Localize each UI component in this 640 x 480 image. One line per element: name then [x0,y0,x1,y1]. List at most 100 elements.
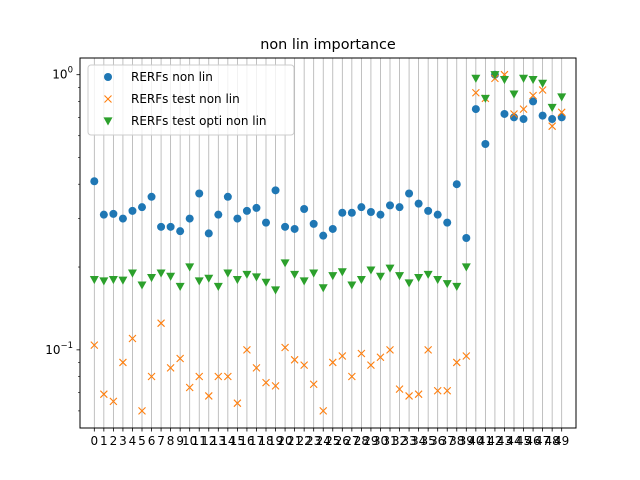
test-opti-non-lin-point [328,272,338,281]
x-tick-label: 16 [239,434,254,448]
test-opti-non-lin-point [271,286,281,295]
test-opti-non-lin-point [280,259,290,268]
test-opti-non-lin-point [442,280,452,289]
test-opti-non-lin-point [414,274,424,283]
test-opti-non-lin-point [461,263,471,272]
test-opti-non-lin-point [490,71,500,80]
test-opti-non-lin-point [366,266,376,275]
test-non-lin-point [347,372,356,381]
x-tick-label: 45 [516,434,531,448]
legend-label: RERFs test non lin [131,92,240,106]
non-lin-point [166,222,175,231]
non-lin-point [376,210,385,219]
non-lin-point [548,115,557,124]
x-tick-label: 24 [316,434,331,448]
legend-label: RERFs non lin [131,70,213,84]
test-non-lin-point [443,386,452,395]
test-opti-non-lin-point [337,268,347,277]
x-tick-label: 1 [100,434,108,448]
test-opti-non-lin-point [471,74,481,83]
test-opti-non-lin-point [557,93,567,102]
test-non-lin-point [147,372,156,381]
test-non-lin-point [243,345,251,354]
test-non-lin-point [90,341,99,350]
x-tick-label: 33 [401,434,416,448]
test-opti-non-lin-point [108,276,118,285]
test-non-lin-point [176,354,185,363]
non-lin-point [223,192,232,201]
x-tick-label: 26 [335,434,350,448]
non-lin-point [262,218,270,227]
non-lin-point [357,203,366,212]
test-non-lin-point [424,345,433,354]
legend-box [87,64,295,136]
non-lin-point [109,209,118,218]
test-non-lin-point [233,399,242,408]
non-lin-point [414,199,423,208]
test-opti-non-lin-point [137,281,147,290]
non-lin-point [214,210,223,219]
non-lin-point [242,206,251,215]
x-tick-label: 38 [449,434,464,448]
non-lin-point [519,115,528,124]
test-non-lin-point [319,407,328,415]
test-opti-non-lin-point [261,278,271,287]
test-non-lin-point [252,363,261,372]
test-non-lin-point [271,381,280,390]
x-tick-label: 14 [220,434,235,448]
test-non-lin-point [529,91,537,100]
test-opti-non-lin-point [404,279,414,288]
non-lin-point [309,219,318,228]
test-non-lin-point [128,334,137,343]
non-lin-point [328,224,337,233]
test-non-lin-point [157,319,165,328]
test-non-lin-point [262,378,270,387]
test-opti-non-lin-point [185,263,195,272]
test-non-lin-point [462,352,471,360]
test-opti-non-lin-point [395,272,405,281]
test-non-lin-point [204,392,213,400]
non-lin-point [147,192,156,201]
non-lin-point [433,210,442,219]
non-lin-point [157,222,166,231]
x-tick-label: 0 [90,434,98,448]
x-tick-label: 7 [157,434,165,448]
test-opti-non-lin-point [127,269,137,278]
test-opti-non-lin-point [194,277,204,286]
x-tick-label: 12 [201,434,216,448]
test-opti-non-lin-point [204,274,214,283]
non-lin-point [395,203,404,212]
x-tick-label: 21 [287,434,302,448]
test-opti-non-lin-point [251,273,261,282]
non-lin-point [290,224,299,233]
non-lin-point [319,231,328,240]
non-lin-point [90,177,99,186]
non-lin-point [176,227,185,236]
x-tick-label: 49 [554,434,569,448]
non-lin-point [195,189,204,198]
test-opti-non-lin-point [156,269,166,278]
test-opti-non-lin-point [213,282,223,291]
test-opti-non-lin-point [223,269,233,278]
x-tick-label: 43 [497,434,512,448]
test-non-lin-point [433,386,442,395]
test-non-lin-point [557,108,566,117]
x-tick-label: 42 [487,434,502,448]
test-non-lin-point [300,361,309,370]
x-tick-label: 10 [182,434,197,448]
test-non-lin-point [99,390,108,399]
x-tick-label: 28 [354,434,369,448]
test-non-lin-point [166,363,175,372]
test-opti-non-lin-point [375,272,385,281]
x-tick-label: 25 [325,434,340,448]
y-axis: 10−1 100 [45,66,80,412]
non-lin-point [538,111,547,120]
x-tick-label: 3 [119,434,127,448]
x-tick-label: 48 [545,434,560,448]
non-lin-point [347,208,356,217]
test-opti-non-lin-point [166,272,176,281]
chart-title: non lin importance [260,37,396,53]
test-non-lin-point [471,88,480,97]
test-opti-non-lin-point [347,281,357,290]
